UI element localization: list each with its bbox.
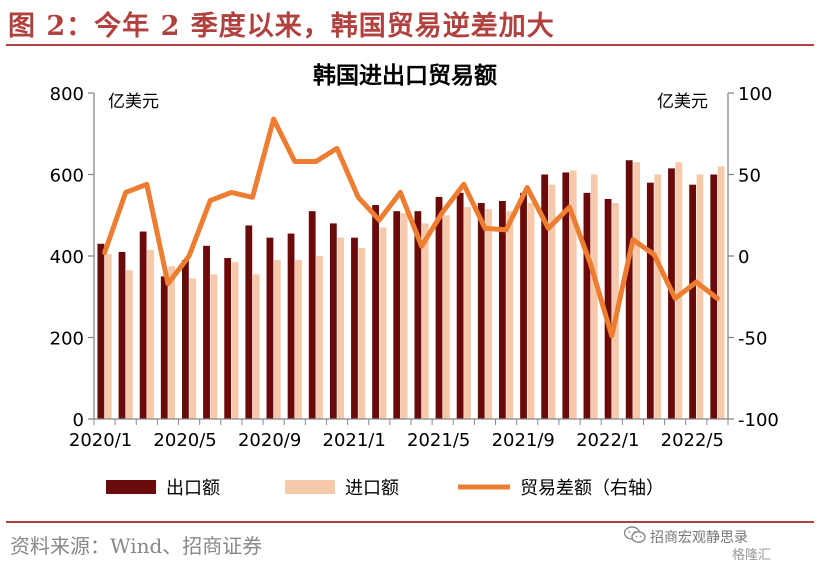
figure-title: 图 2：今年 2 季度以来，韩国贸易逆差加大 (8, 11, 555, 42)
x-tick-label: 2021/1 (323, 430, 386, 451)
right-tick-label: -50 (738, 329, 767, 350)
import-bar (696, 174, 704, 419)
export-bar (562, 172, 570, 419)
import-bar (168, 266, 176, 419)
axes-group: 0 200 400 600 800 -100 -50 0 50 100 2020/1 2020/5 20… (50, 84, 779, 451)
right-tick-label: 100 (738, 84, 772, 105)
import-bar (104, 253, 112, 419)
x-tick-label: 2021/9 (492, 430, 555, 451)
export-bar (97, 243, 105, 419)
export-bar (414, 211, 422, 419)
import-bar (717, 166, 725, 419)
import-bar (379, 227, 387, 419)
left-tick-label: 600 (50, 166, 84, 187)
export-bar (604, 198, 612, 419)
wechat-icon (624, 526, 646, 543)
import-bar (126, 270, 133, 419)
export-bar (520, 192, 527, 419)
export-bar (118, 251, 126, 419)
left-tick-label: 200 (50, 329, 84, 350)
export-bar (203, 245, 210, 419)
export-bar (646, 182, 654, 419)
export-bar (308, 211, 316, 419)
watermark: 招商宏观静思录 格隆汇 (622, 526, 812, 563)
export-bar (372, 205, 379, 419)
import-bar (147, 249, 154, 419)
import-bar (189, 278, 197, 419)
legend-label: 进口额 (345, 478, 399, 499)
export-bar (329, 223, 337, 419)
bottom-rule (6, 521, 814, 523)
import-bar (548, 184, 556, 419)
left-tick-label: 800 (50, 84, 84, 105)
right-axis-unit: 亿美元 (657, 92, 708, 112)
balance-line (102, 116, 720, 339)
right-tick-label: 0 (738, 247, 749, 268)
legend-label: 出口额 (166, 478, 220, 499)
import-bar (633, 162, 640, 419)
chart-title: 韩国进出口贸易额 (313, 62, 497, 89)
watermark-line2: 格隆汇 (732, 548, 772, 563)
export-bar (393, 211, 401, 419)
export-bar (541, 174, 549, 419)
left-axis-unit: 亿美元 (108, 92, 159, 112)
import-bar (337, 237, 345, 419)
import-bar (675, 162, 683, 419)
export-bar (477, 203, 485, 419)
import-bar (590, 174, 598, 419)
import-bar (231, 262, 239, 419)
import-bar (210, 274, 218, 419)
legend-swatch (285, 480, 335, 494)
export-bar (287, 233, 295, 419)
import-bar (569, 170, 577, 419)
export-bar (266, 237, 274, 419)
right-tick-label: -100 (738, 410, 779, 431)
x-tick-label: 2022/1 (576, 430, 639, 451)
export-bar (182, 260, 189, 419)
x-tick-label: 2021/5 (407, 430, 470, 451)
x-tick-label: 2020/1 (69, 430, 132, 451)
top-rule (6, 44, 814, 46)
x-tick-label: 2020/5 (153, 430, 216, 451)
export-bar (583, 192, 591, 419)
left-tick-label: 400 (50, 247, 84, 268)
x-tick-label: 2020/9 (238, 430, 301, 451)
import-bar (273, 260, 281, 419)
export-bar (689, 184, 696, 419)
source-note: 资料来源：Wind、招商证券 (10, 534, 263, 558)
import-bar (464, 207, 471, 419)
import-bar (400, 213, 408, 419)
left-tick-label: 0 (73, 410, 84, 431)
import-bar (316, 256, 323, 419)
import-bar (252, 274, 260, 419)
watermark-line1: 招商宏观静思录 (650, 530, 748, 546)
export-bar (139, 231, 147, 419)
export-bar (351, 237, 358, 419)
right-tick-label: 50 (738, 166, 761, 187)
import-bar (506, 211, 514, 419)
export-bar (245, 225, 253, 419)
legend: 出口额 进口额 贸易差额（右轴） (106, 478, 664, 499)
export-bar (224, 258, 232, 419)
import-bar (358, 247, 366, 419)
legend-label: 贸易差额（右轴） (520, 478, 664, 499)
export-bar (499, 200, 506, 419)
import-bar (527, 203, 535, 419)
import-bar (485, 209, 493, 419)
import-bar (654, 174, 662, 419)
import-bar (421, 223, 429, 419)
bars-group (97, 160, 725, 420)
export-bar (625, 160, 633, 420)
legend-swatch (106, 480, 156, 494)
x-tick-label: 2022/5 (661, 430, 724, 451)
import-bar (443, 215, 450, 419)
export-bar (160, 276, 168, 419)
export-bar (435, 196, 443, 419)
balance-line-group (102, 116, 720, 339)
export-bar (456, 192, 464, 419)
import-bar (295, 260, 302, 419)
